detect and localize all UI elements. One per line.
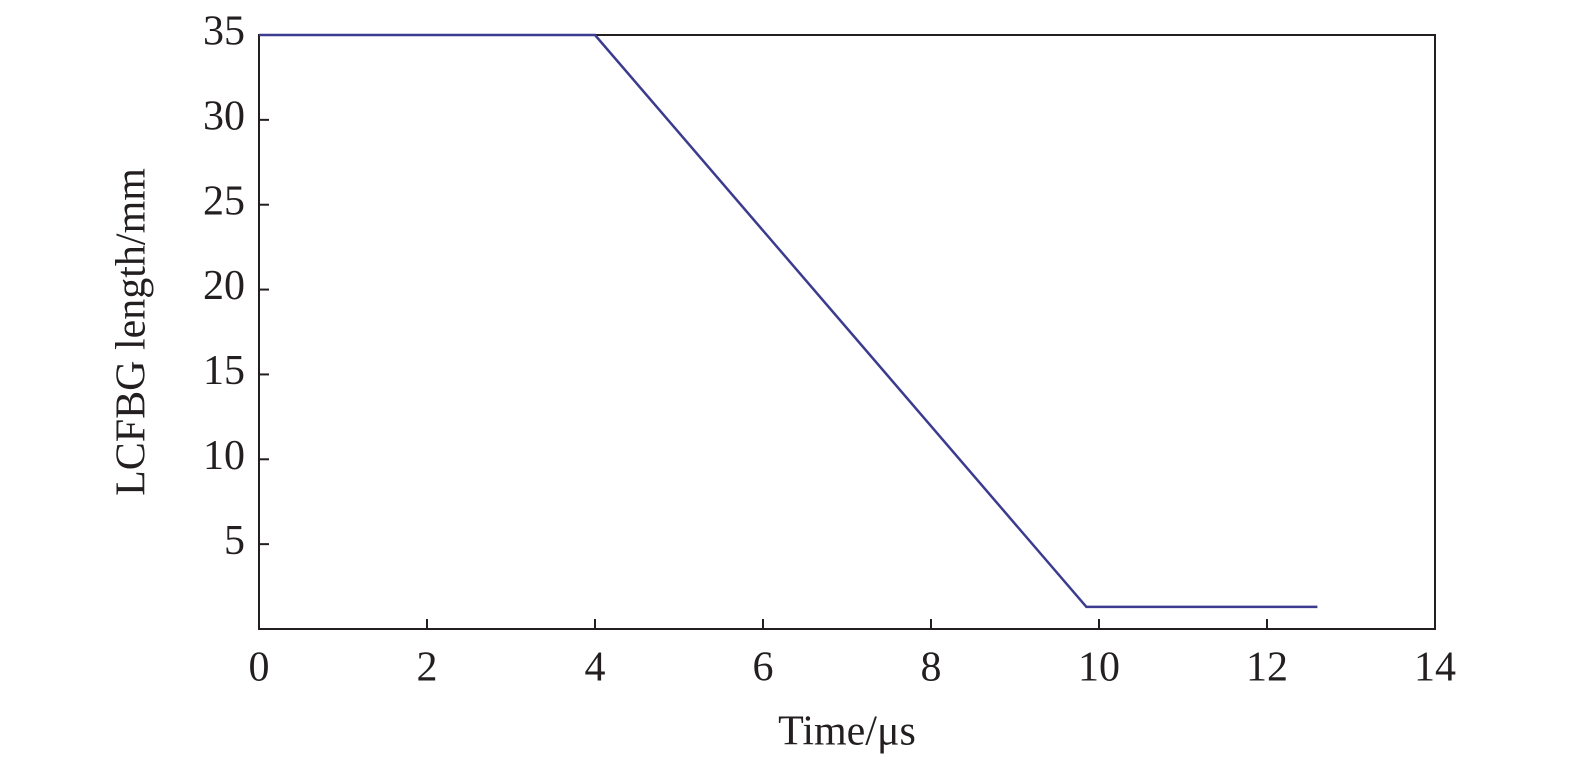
- y-tick-label: 10: [203, 433, 245, 479]
- x-tick-label: 2: [417, 645, 438, 691]
- y-tick-label: 30: [203, 93, 245, 139]
- y-tick-label: 20: [203, 263, 245, 309]
- x-tick-label: 12: [1246, 645, 1288, 691]
- data-line: [259, 33, 1318, 609]
- y-axis-label: LCFBG length/mm: [109, 168, 155, 496]
- x-tick-label: 14: [1414, 645, 1456, 691]
- y-tick-label: 35: [203, 9, 245, 55]
- plot-frame: [258, 34, 1436, 630]
- x-tick-label: 6: [753, 645, 774, 691]
- y-tick-label: 5: [224, 518, 245, 564]
- x-tick-label: 4: [585, 645, 606, 691]
- y-tick-label: 15: [203, 348, 245, 394]
- x-tick-label: 10: [1078, 645, 1120, 691]
- y-tick-label: 25: [203, 178, 245, 224]
- x-tick-label: 8: [921, 645, 942, 691]
- x-axis-label: Time/μs: [778, 709, 916, 755]
- x-tick-label: 0: [249, 645, 270, 691]
